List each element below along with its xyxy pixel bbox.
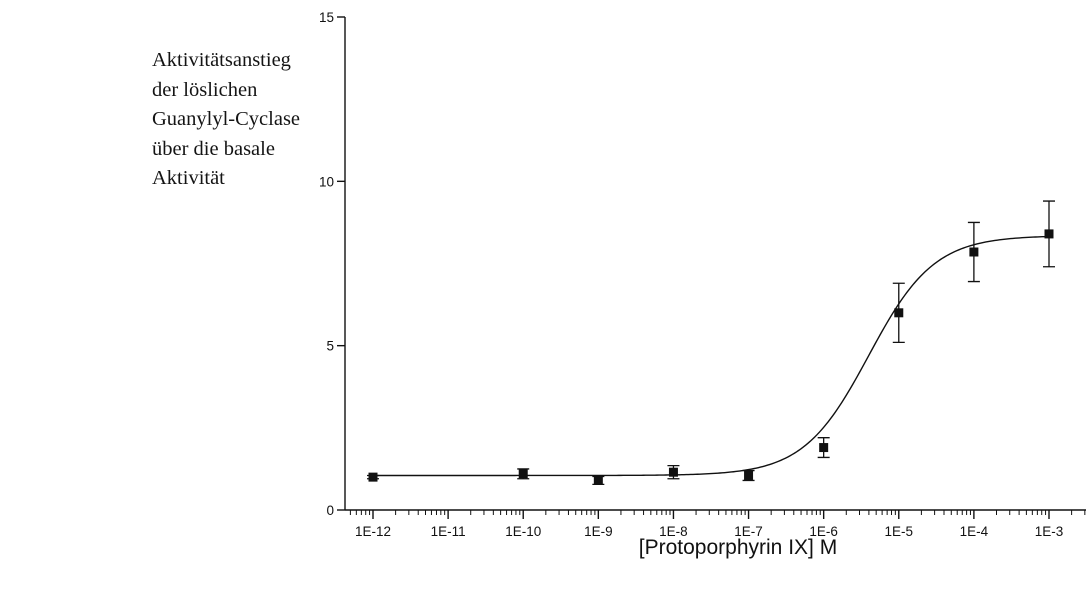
y-tick-label: 0 [326,503,334,518]
x-tick-label: 1E-9 [584,524,613,539]
y-tick-label: 10 [319,174,334,189]
x-tick-label: 1E-3 [1035,524,1064,539]
data-point [969,247,979,257]
y-axis-title-line-2: der löslichen [152,78,258,101]
chart-axes: 0 5 10 15 1E-12 1E-11 1E-10 1E-9 1E-8 1E-7 1E-6 1E-… [319,10,1086,539]
fit-curve-group [373,235,1050,477]
y-tick-label: 5 [326,339,334,354]
x-tick-label: 1E-10 [505,524,541,539]
x-tick-label: 1E-5 [885,524,914,539]
fit-curve [373,235,1050,477]
y-axis-title-line-5: Aktivität [152,167,225,189]
data-point [744,470,754,480]
y-axis-title-line-3: Guanylyl-Cyclase [152,108,301,130]
data-point [668,467,678,477]
error-bar-group [367,200,1055,486]
x-tick-label: 1E-6 [809,524,838,539]
y-axis-title: Aktivitätsanstieg der löslichen Guanylyl… [152,46,301,194]
data-point [1044,229,1054,239]
x-tick-label: 1E-7 [734,524,763,539]
y-axis-title-line-1: Aktivitätsanstieg [152,49,291,71]
data-point [368,472,378,482]
y-axis-title-line-4: über die basale [152,137,275,160]
data-point [894,308,904,318]
data-point [819,443,829,453]
data-point-group [368,229,1054,485]
y-tick-label: 15 [319,10,334,25]
data-point [518,469,528,479]
x-tick-label: 1E-11 [431,524,466,539]
x-axis-label: [Protoporphyrin IX] M [639,536,837,559]
x-tick-label: 1E-8 [659,524,688,539]
data-point [593,475,603,485]
x-tick-label: 1E-4 [960,524,989,539]
x-tick-label: 1E-12 [355,524,391,539]
